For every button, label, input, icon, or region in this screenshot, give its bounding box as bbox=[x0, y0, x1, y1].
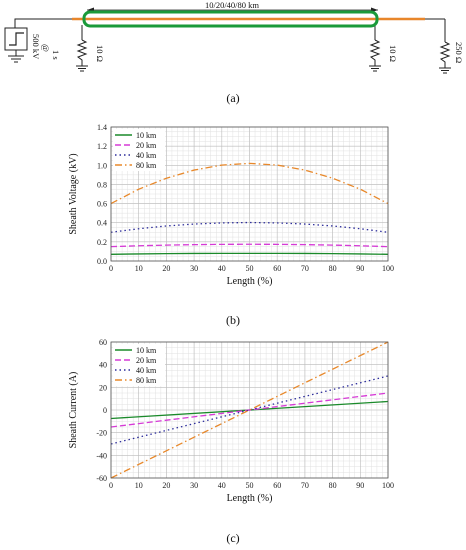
volt-y-tick-label: 0.0 bbox=[97, 257, 107, 266]
volt-legend-label: 20 km bbox=[136, 141, 157, 150]
volt-x-tick-label: 10 bbox=[135, 264, 143, 273]
source-time-at-label: @ bbox=[41, 44, 51, 52]
curr-y-tick-label: -60 bbox=[96, 474, 107, 483]
panel-label-b: (b) bbox=[226, 313, 240, 327]
curr-x-tick-label: 90 bbox=[356, 481, 364, 490]
sheath-current-chart: 0 10 20 30 40 50 60 70 80 90 100 -60 -40 -20 0 20 40 60 10… bbox=[68, 338, 394, 504]
volt-x-tick-label: 90 bbox=[356, 264, 364, 273]
curr-x-tick-label: 10 bbox=[135, 481, 143, 490]
step-source-icon bbox=[4, 27, 28, 63]
resistor-left-icon bbox=[76, 39, 88, 72]
left-resistor-label: 10 Ω bbox=[95, 45, 105, 62]
volt-x-tick-label: 100 bbox=[382, 264, 394, 273]
volt-series-line-20km bbox=[110, 243, 389, 248]
volt-x-tick-label: 30 bbox=[190, 264, 198, 273]
curr-legend-label: 80 km bbox=[136, 376, 157, 385]
volt-x-tick-label: 0 bbox=[109, 264, 113, 273]
volt-legend-label: 40 km bbox=[136, 151, 157, 160]
volt-series-line-80km bbox=[110, 162, 389, 205]
curr-y-tick-label: 60 bbox=[99, 338, 107, 347]
volt-x-tick-label: 20 bbox=[162, 264, 170, 273]
volt-x-tick-label: 70 bbox=[301, 264, 309, 273]
curr-y-tick-label: -40 bbox=[96, 451, 107, 460]
curr-legend-box bbox=[113, 344, 165, 386]
curr-y-tick-label: -20 bbox=[96, 429, 107, 438]
right-resistor-label: 10 Ω bbox=[388, 45, 398, 62]
cable-sheath bbox=[82, 10, 379, 28]
curr-series-line-80km bbox=[110, 341, 389, 479]
volt-y-tick-label: 0.8 bbox=[97, 180, 107, 189]
resistor-load-icon bbox=[439, 41, 451, 74]
curr-y-tick-label: 40 bbox=[99, 361, 107, 370]
load-resistor-label: 250 Ω bbox=[454, 42, 464, 63]
curr-y-axis-title: Sheath Current (A) bbox=[68, 372, 79, 449]
volt-frame bbox=[110, 126, 389, 262]
curr-frame bbox=[110, 341, 389, 479]
volt-x-tick-label: 60 bbox=[273, 264, 281, 273]
curr-x-tick-label: 100 bbox=[382, 481, 394, 490]
curr-y-tick-label: 20 bbox=[99, 383, 107, 392]
volt-legend-box bbox=[113, 129, 165, 171]
volt-series-line-40km bbox=[110, 221, 389, 233]
curr-x-tick-label: 60 bbox=[273, 481, 281, 490]
curr-x-tick-label: 30 bbox=[190, 481, 198, 490]
curr-legend-label: 40 km bbox=[136, 366, 157, 375]
volt-y-tick-label: 0.6 bbox=[97, 200, 107, 209]
curr-y-tick-label: 0 bbox=[103, 406, 107, 415]
panel-label-c: (c) bbox=[226, 531, 239, 545]
volt-x-axis-title: Length (%) bbox=[227, 276, 273, 287]
line-length-label: 10/20/40/80 km bbox=[205, 0, 259, 10]
volt-x-tick-label: 40 bbox=[218, 264, 226, 273]
source-rating: 500 kV @ 1 s bbox=[31, 34, 61, 60]
curr-x-tick-label: 0 bbox=[109, 481, 113, 490]
source-voltage-label: 500 kV bbox=[31, 34, 41, 60]
curr-legend-label: 20 km bbox=[136, 356, 157, 365]
volt-x-tick-label: 50 bbox=[246, 264, 254, 273]
grounding-resistors bbox=[76, 39, 451, 74]
volt-y-axis-title: Sheath Voltage (kV) bbox=[68, 153, 79, 234]
volt-y-tick-label: 0.2 bbox=[97, 238, 107, 247]
curr-x-tick-label: 20 bbox=[162, 481, 170, 490]
volt-x-tick-label: 80 bbox=[329, 264, 337, 273]
source-time-label: 1 s bbox=[51, 50, 61, 60]
circuit-wiring bbox=[14, 18, 446, 42]
volt-y-tick-label: 1.0 bbox=[97, 161, 107, 170]
curr-x-tick-label: 50 bbox=[246, 481, 254, 490]
panel-label-a: (a) bbox=[226, 91, 239, 105]
volt-y-tick-label: 0.4 bbox=[97, 219, 107, 228]
curr-x-tick-label: 40 bbox=[218, 481, 226, 490]
curr-x-tick-label: 80 bbox=[329, 481, 337, 490]
circuit-diagram: 10/20/40/80 km 500 kV @ 1 s bbox=[4, 0, 464, 105]
curr-x-axis-title: Length (%) bbox=[227, 493, 273, 504]
volt-legend-label: 10 km bbox=[136, 131, 157, 140]
curr-legend-label: 10 km bbox=[136, 346, 157, 355]
sheath-voltage-chart: 0 10 20 30 40 50 60 70 80 90 100 0.0 0.2 0.4 0.6 0.8 1.0… bbox=[68, 123, 394, 287]
volt-legend-label: 80 km bbox=[136, 161, 157, 170]
volt-y-tick-label: 1.4 bbox=[97, 123, 107, 132]
volt-series-line-10km bbox=[110, 252, 389, 255]
resistor-right-icon bbox=[369, 39, 381, 72]
curr-series-line-20km bbox=[110, 392, 389, 428]
volt-y-tick-label: 1.2 bbox=[97, 142, 107, 151]
curr-x-tick-label: 70 bbox=[301, 481, 309, 490]
